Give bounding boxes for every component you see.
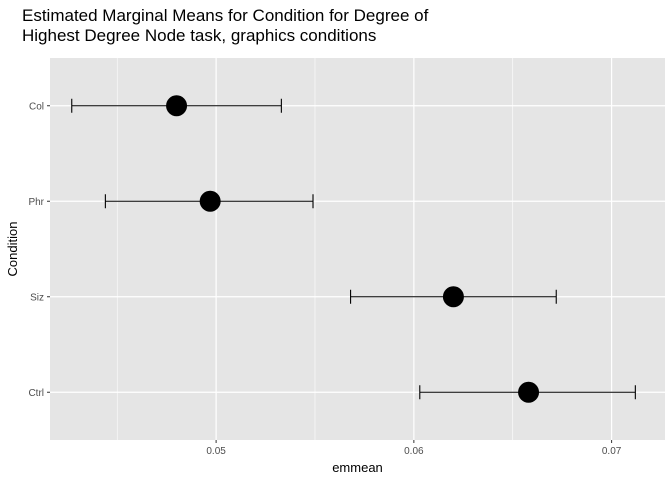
x-axis-title: emmean — [332, 460, 383, 475]
y-axis-ticks: Col Phr Siz Ctrl — [28, 101, 50, 399]
data-points — [166, 95, 540, 403]
x-tick-label: 0.07 — [602, 446, 622, 457]
y-tick-label: Phr — [28, 197, 44, 208]
y-tick-label: Col — [29, 101, 44, 112]
x-tick-label: 0.05 — [206, 446, 226, 457]
x-tick-label: 0.06 — [404, 446, 424, 457]
data-point — [442, 286, 464, 308]
plot-panel — [50, 58, 665, 440]
minor-gridlines — [116, 58, 514, 440]
chart-title-line-2: Highest Degree Node task, graphics condi… — [22, 26, 377, 45]
chart-title-line-1: Estimated Marginal Means for Condition f… — [22, 6, 429, 25]
y-axis-title: Condition — [5, 222, 20, 277]
y-tick-label: Siz — [30, 292, 44, 303]
y-tick-label: Ctrl — [28, 388, 44, 399]
data-point — [199, 190, 221, 212]
chart-title: Estimated Marginal Means for Condition f… — [22, 6, 428, 46]
x-axis-ticks: 0.05 0.06 0.07 — [206, 440, 622, 457]
data-point — [518, 381, 540, 403]
data-point — [166, 95, 188, 117]
